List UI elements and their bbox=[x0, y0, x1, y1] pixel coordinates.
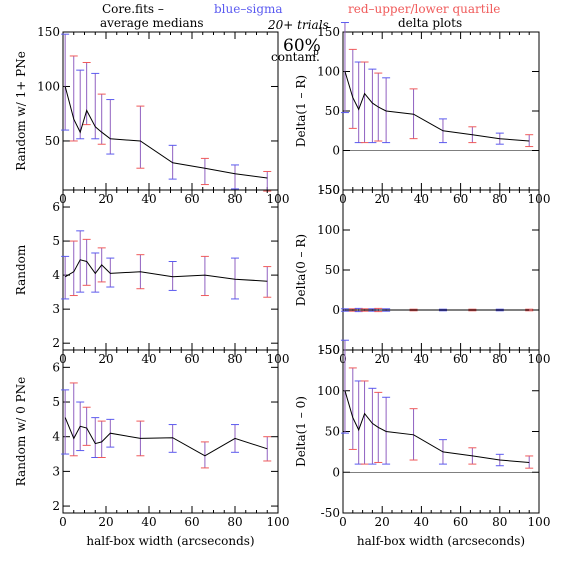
x-tick-label: 60 bbox=[453, 192, 468, 206]
x-tick-label: 20 bbox=[98, 352, 113, 366]
x-tick-label: 40 bbox=[414, 352, 429, 366]
series-line bbox=[64, 86, 268, 179]
x-tick-label: 60 bbox=[453, 352, 468, 366]
x-tick-label: 60 bbox=[184, 515, 199, 529]
left-column-title: average medians bbox=[100, 16, 204, 30]
x-tick-label: 40 bbox=[141, 515, 156, 529]
x-tick-label: 40 bbox=[414, 515, 429, 529]
right-column-title: delta plots bbox=[398, 16, 462, 30]
header: Core.fits – blue–sigma red–upper/lower q… bbox=[100, 2, 500, 64]
contam-label: contam. bbox=[271, 50, 320, 64]
y-axis-label: Random w/ 0 PNe bbox=[14, 377, 28, 487]
plot-frame bbox=[342, 189, 540, 351]
x-tick-label: 0 bbox=[59, 515, 67, 529]
legend-blue-sigma: blue–sigma bbox=[214, 2, 283, 16]
x-tick-label: 80 bbox=[492, 515, 507, 529]
y-tick-label: 4 bbox=[52, 430, 60, 444]
y-tick-label: 2 bbox=[52, 336, 60, 350]
y-tick-label: 100 bbox=[37, 79, 60, 93]
y-tick-label: 5 bbox=[52, 395, 60, 409]
x-tick-label: 60 bbox=[453, 515, 468, 529]
x-tick-label: 20 bbox=[98, 192, 113, 206]
file-label: Core.fits – bbox=[102, 2, 164, 16]
x-tick-label: 60 bbox=[184, 352, 199, 366]
series-line bbox=[64, 417, 268, 457]
x-tick-label: 40 bbox=[141, 192, 156, 206]
x-tick-label: 20 bbox=[375, 515, 390, 529]
x-tick-label: 100 bbox=[528, 515, 551, 529]
y-tick-label: 5 bbox=[52, 234, 60, 248]
y-axis-label: Delta(1 – R) bbox=[294, 75, 308, 147]
y-tick-label: 6 bbox=[52, 200, 60, 214]
y-tick-label: 50 bbox=[325, 425, 340, 439]
x-tick-label: 20 bbox=[98, 515, 113, 529]
y-tick-label: 100 bbox=[317, 223, 340, 237]
y-tick-label: 100 bbox=[317, 65, 340, 79]
contamination-percent: 60% bbox=[283, 36, 321, 56]
x-tick-label: 0 bbox=[339, 515, 347, 529]
y-tick-label: 6 bbox=[52, 360, 60, 374]
y-tick-label: 50 bbox=[325, 104, 340, 118]
x-tick-label: 20 bbox=[375, 192, 390, 206]
y-tick-label: 50 bbox=[325, 263, 340, 277]
x-tick-label: 80 bbox=[227, 192, 242, 206]
y-tick-label: 100 bbox=[317, 384, 340, 398]
y-tick-label: 50 bbox=[45, 134, 60, 148]
x-tick-label: 20 bbox=[375, 352, 390, 366]
y-tick-label: 3 bbox=[52, 464, 60, 478]
x-tick-label: 80 bbox=[227, 352, 242, 366]
x-tick-label: 40 bbox=[141, 352, 156, 366]
y-tick-label: 0 bbox=[332, 465, 340, 479]
x-tick-label: 100 bbox=[267, 515, 290, 529]
y-tick-label: -50 bbox=[321, 343, 340, 357]
y-axis-label: Delta(1 – 0) bbox=[294, 396, 308, 467]
x-axis-label: half-box width (arcseconds) bbox=[86, 534, 254, 548]
y-tick-label: 150 bbox=[317, 25, 340, 39]
x-axis-label: half-box width (arcseconds) bbox=[357, 534, 525, 548]
y-tick-label: 0 bbox=[332, 303, 340, 317]
series-line bbox=[344, 390, 530, 463]
series-line bbox=[64, 259, 268, 282]
x-tick-label: 40 bbox=[414, 192, 429, 206]
x-tick-label: 80 bbox=[492, 192, 507, 206]
y-axis-label: Random bbox=[14, 244, 28, 295]
x-tick-label: 80 bbox=[227, 515, 242, 529]
y-tick-label: -50 bbox=[321, 183, 340, 197]
y-tick-label: 150 bbox=[317, 183, 340, 197]
y-axis-label: Random w/ 1+ PNe bbox=[14, 51, 28, 171]
y-tick-label: 150 bbox=[37, 25, 60, 39]
y-tick-label: 2 bbox=[52, 499, 60, 513]
x-tick-label: 80 bbox=[492, 352, 507, 366]
y-tick-label: 0 bbox=[332, 144, 340, 158]
y-tick-label: 3 bbox=[52, 302, 60, 316]
percent-subscript: p bbox=[313, 48, 319, 58]
y-tick-label: 4 bbox=[52, 268, 60, 282]
series-line bbox=[344, 71, 530, 142]
y-tick-label: -50 bbox=[321, 506, 340, 520]
y-axis-label: Delta(0 – R) bbox=[294, 234, 308, 306]
panel-5: 0 20 40 60 80 100 2 3 4 5 6 Random w/ 0 PNe half-box… bbox=[14, 349, 290, 548]
trials-label: 20+ trials bbox=[267, 18, 329, 32]
x-tick-label: 60 bbox=[184, 192, 199, 206]
y-tick-label: 150 bbox=[317, 343, 340, 357]
legend-red-quartile: red–upper/lower quartile bbox=[348, 2, 500, 16]
